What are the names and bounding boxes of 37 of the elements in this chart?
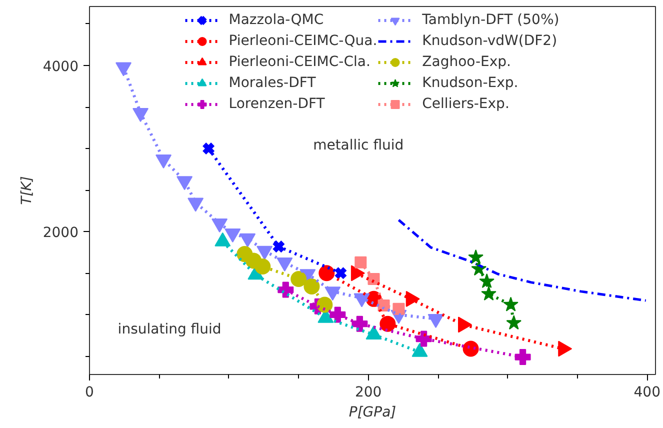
legend-label: Tamblyn-DFT (50%) — [422, 12, 560, 28]
legend-label: Morales-DFT — [228, 75, 316, 91]
point — [212, 218, 228, 232]
point — [392, 302, 405, 315]
point — [188, 198, 204, 212]
y-tick-label: 2000 — [42, 225, 79, 242]
legend-label: Zaghoo-Exp. — [422, 54, 511, 70]
annotation: insulating fluid — [118, 322, 222, 338]
legend-label: Mazzola-QMC — [228, 12, 324, 28]
y-tick-label: 4000 — [42, 58, 79, 75]
annotation: metallic fluid — [313, 138, 404, 154]
point — [304, 278, 320, 294]
point — [479, 273, 494, 288]
legend-label: Celliers-Exp. — [422, 96, 510, 112]
legend-label: Knudson-vdW(DF2) — [422, 33, 558, 49]
x-axis-title: P[GPa] — [348, 404, 396, 420]
point — [132, 108, 149, 122]
x-tick-label: 0 — [85, 384, 94, 400]
legend-label: Knudson-Exp. — [422, 75, 518, 91]
point — [176, 176, 193, 190]
x-tick-label: 200 — [354, 384, 382, 400]
legend-label: Lorenzen-DFT — [228, 96, 325, 112]
point — [334, 266, 348, 280]
x-tick-label: 400 — [634, 384, 661, 400]
legend-label: Pierleoni-CEIMC-Qua. — [228, 33, 378, 49]
point — [254, 258, 271, 274]
point — [354, 256, 367, 268]
legend-label: Pierleoni-CEIMC-Cla. — [228, 54, 370, 70]
point — [156, 154, 172, 169]
point — [116, 62, 132, 76]
point — [272, 240, 286, 254]
point — [506, 314, 522, 330]
point — [514, 349, 531, 366]
line-series — [397, 218, 648, 302]
y-axis-title: T[K] — [18, 176, 35, 205]
point — [290, 270, 307, 287]
point — [380, 316, 396, 332]
